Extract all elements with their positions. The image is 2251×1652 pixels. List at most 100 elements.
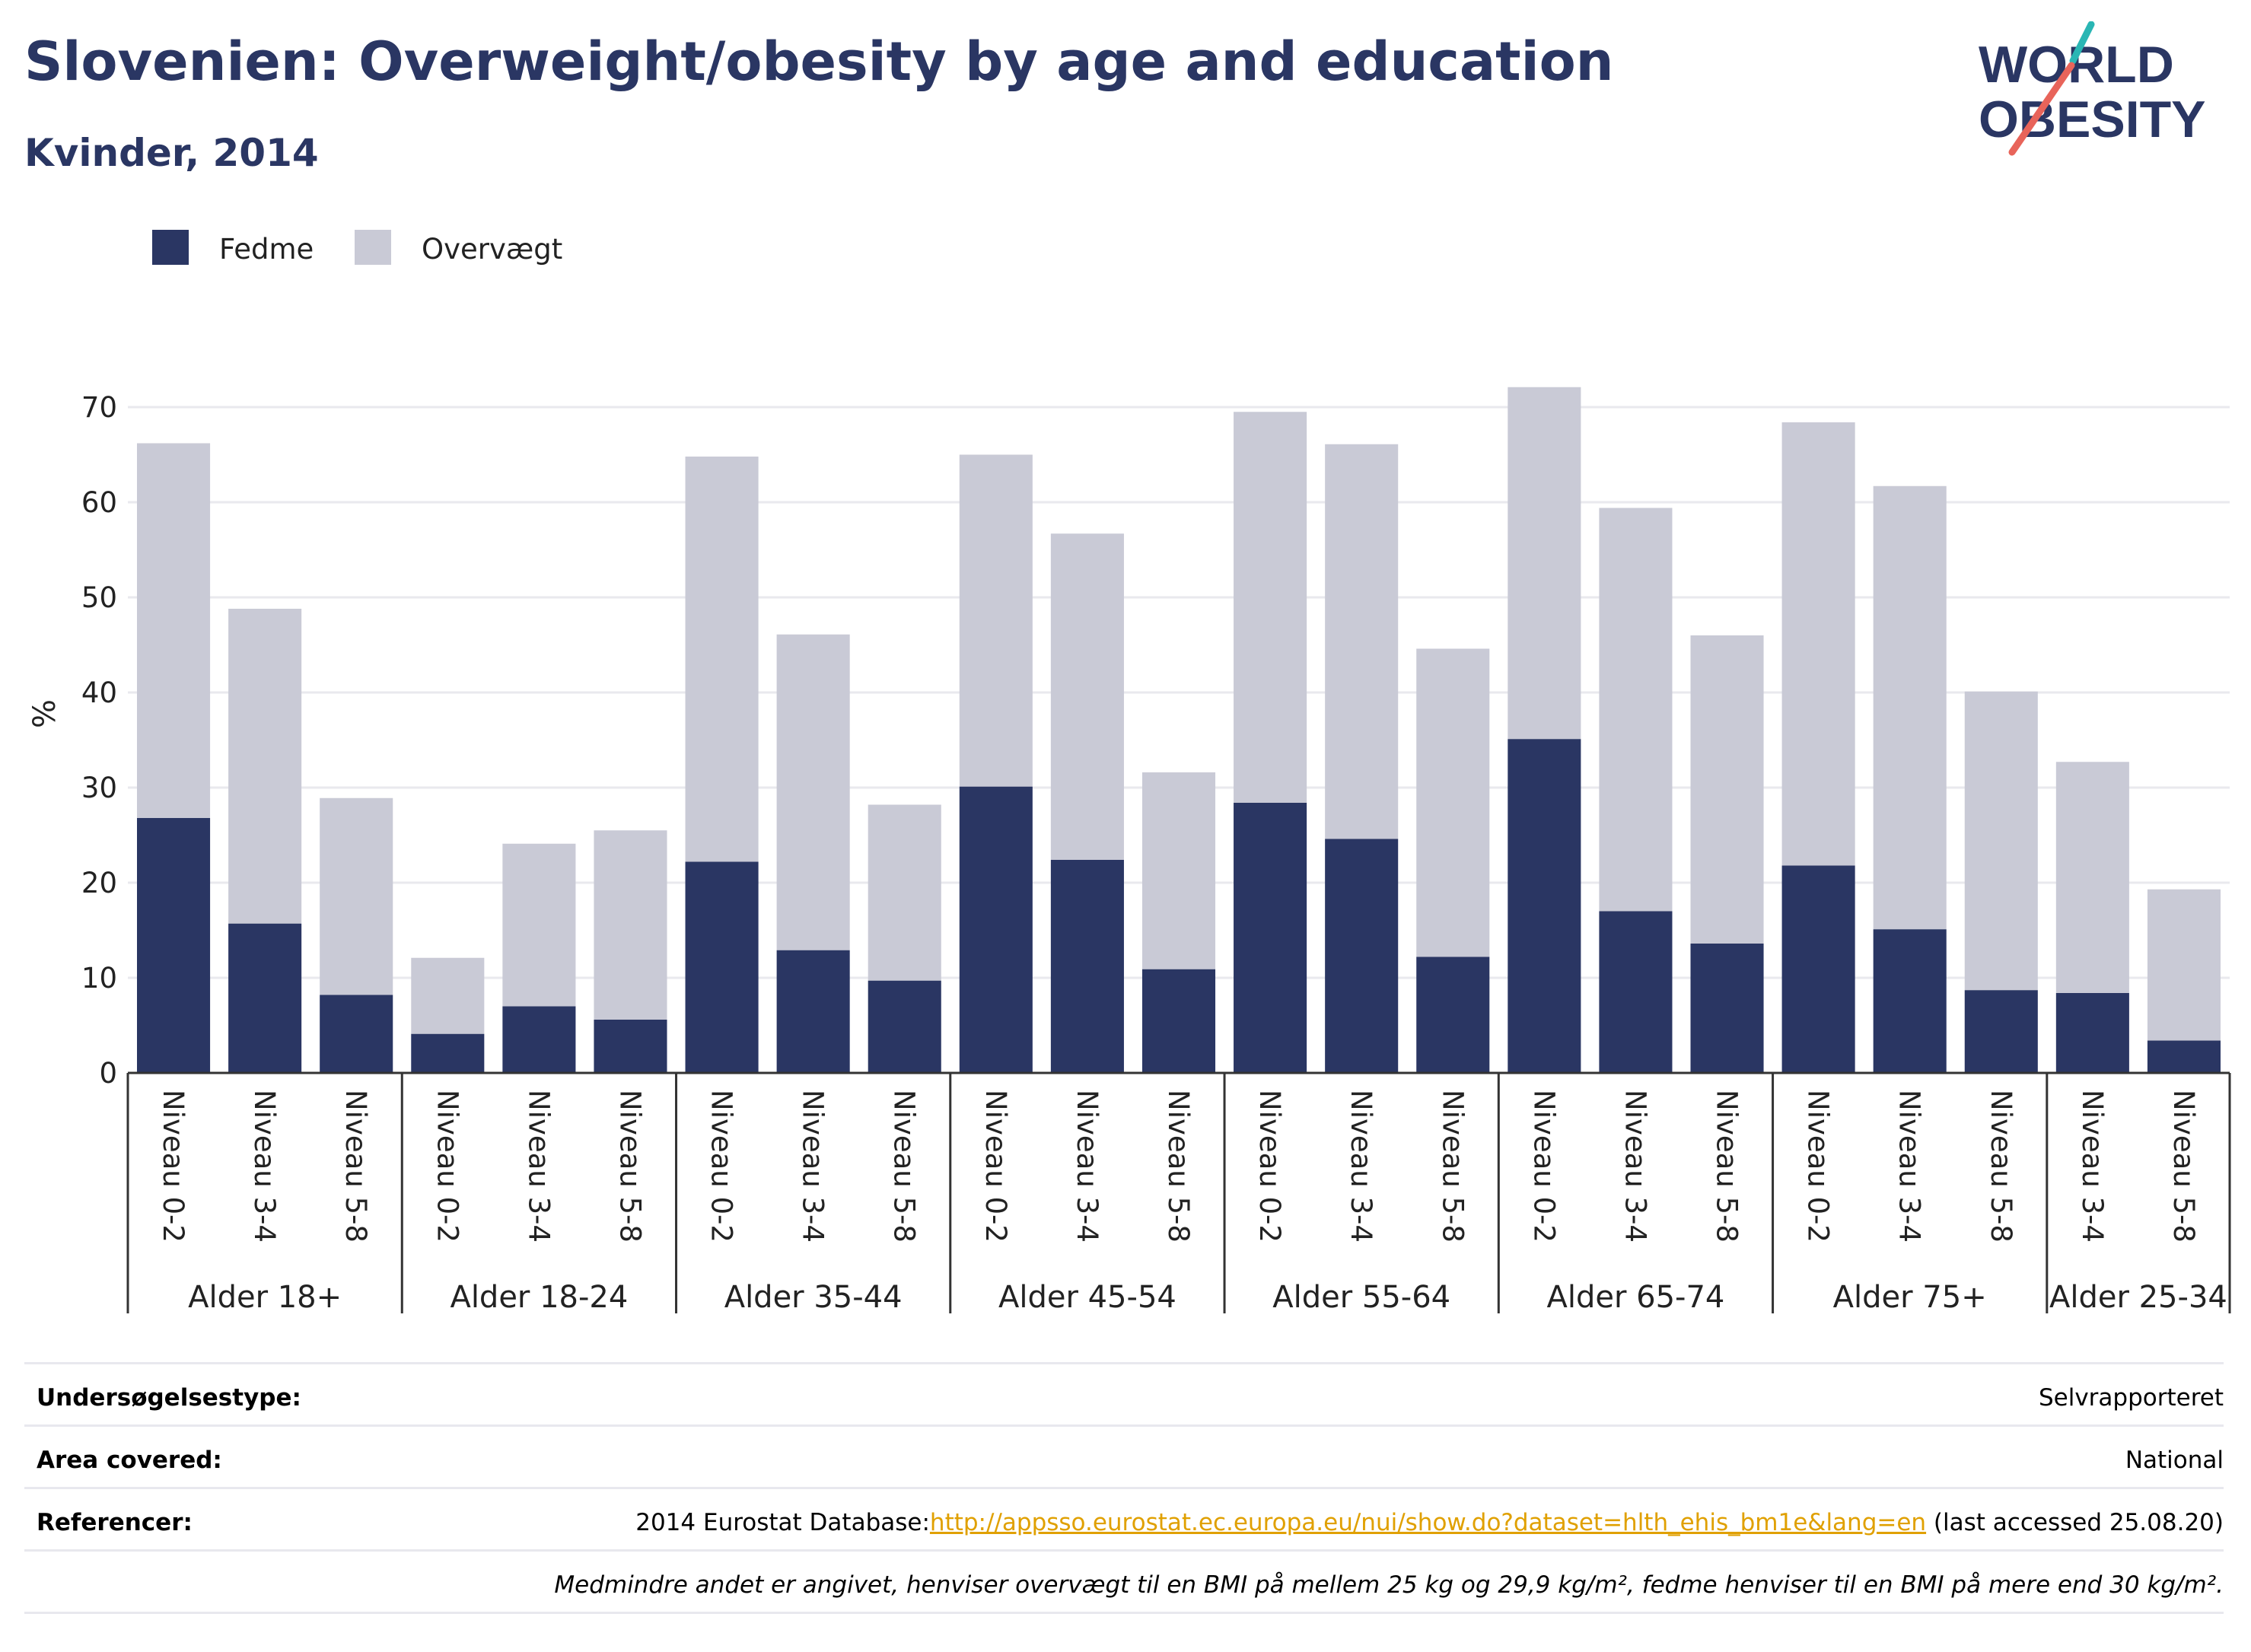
- x-tick-label: Niveau 3-4: [522, 1090, 555, 1243]
- logo-slash-red: [2008, 62, 2075, 156]
- group-label: Alder 55-64: [1272, 1280, 1450, 1315]
- bar-fedme: [1690, 944, 1764, 1073]
- bar-overvaegt: [1690, 635, 1764, 944]
- bar-fedme: [1416, 957, 1490, 1073]
- x-tick-label: Niveau 0-2: [1802, 1090, 1835, 1243]
- bar-overvaegt: [1873, 485, 1947, 930]
- x-tick-label: Niveau 3-4: [1071, 1090, 1103, 1243]
- reference-prefix: 2014 Eurostat Database:: [635, 1509, 930, 1536]
- bar-fedme: [685, 861, 759, 1073]
- bar-overvaegt: [2055, 762, 2129, 993]
- bar-fedme: [959, 786, 1033, 1073]
- bar-overvaegt: [959, 454, 1033, 787]
- bar-fedme: [502, 1006, 576, 1073]
- bar-overvaegt: [1781, 422, 1855, 866]
- x-tick-label: Niveau 3-4: [797, 1090, 829, 1243]
- bar-fedme: [1964, 990, 2038, 1073]
- x-tick-label: Niveau 0-2: [431, 1090, 463, 1243]
- group-label: Alder 65-74: [1546, 1280, 1724, 1315]
- bar-fedme: [1508, 739, 1581, 1073]
- y-axis-title: %: [27, 699, 62, 728]
- x-tick-label: Niveau 5-8: [1162, 1090, 1195, 1243]
- area-covered-value: National: [2125, 1447, 2224, 1474]
- bar-fedme: [1873, 929, 1947, 1073]
- bar-fedme: [1234, 803, 1307, 1073]
- logo-slash-teal: [2069, 21, 2095, 65]
- bar-overvaegt: [1141, 772, 1216, 969]
- area-covered-label: Area covered:: [37, 1447, 222, 1474]
- x-tick-label: Niveau 3-4: [1893, 1090, 1926, 1243]
- x-tick-label: Niveau 0-2: [157, 1090, 189, 1243]
- group-label: Alder 45-54: [998, 1280, 1176, 1315]
- stacked-bar-chart: Fedme Overvægt 0 10 20 30 40 50 60 70% Niveau 0-2 N…: [27, 230, 2231, 1315]
- x-tick-label: Niveau 0-2: [979, 1090, 1012, 1243]
- logo-line1: WORLD: [1979, 36, 2174, 94]
- bar-overvaegt: [1964, 691, 2038, 991]
- references-value: 2014 Eurostat Database:http://appsso.eur…: [635, 1509, 2224, 1536]
- x-tick-label: Niveau 0-2: [705, 1090, 738, 1243]
- x-tick-label: Niveau 5-8: [1436, 1090, 1469, 1243]
- bar-fedme: [1599, 911, 1673, 1073]
- bar-overvaegt: [776, 634, 850, 950]
- bar-overvaegt: [320, 797, 393, 995]
- references-label: Referencer:: [37, 1509, 193, 1536]
- info-row-area: Area covered: National: [24, 1424, 2224, 1489]
- group-label: Alder 35-44: [724, 1280, 903, 1315]
- reference-link[interactable]: http://appsso.eurostat.ec.europa.eu/nui/…: [929, 1509, 1927, 1536]
- bar-fedme: [137, 818, 211, 1073]
- x-tick-label: Niveau 0-2: [1253, 1090, 1286, 1243]
- bar-fedme: [411, 1033, 485, 1073]
- x-tick-label: Niveau 0-2: [1527, 1090, 1560, 1243]
- info-row-references: Referencer: 2014 Eurostat Database:http:…: [24, 1487, 2224, 1552]
- logo-line2: OBESITY: [1979, 91, 2206, 148]
- survey-type-label: Undersøgelsestype:: [37, 1384, 301, 1412]
- bar-fedme: [1141, 969, 1216, 1073]
- bar-overvaegt: [594, 830, 667, 1020]
- bar-overvaegt: [502, 843, 576, 1007]
- x-tick-label: Niveau 3-4: [1345, 1090, 1377, 1243]
- chart-title: Slovenien: Overweight/obesity by age and…: [24, 30, 1614, 93]
- x-tick-label: Niveau 5-8: [888, 1090, 921, 1243]
- bar-overvaegt: [1325, 444, 1399, 839]
- world-obesity-logo: WORLD OBESITY: [1979, 21, 2206, 156]
- x-tick-label: Niveau 5-8: [613, 1090, 646, 1243]
- info-row-survey: Undersøgelsestype: Selvrapporteret: [24, 1362, 2224, 1427]
- bar-overvaegt: [868, 804, 941, 981]
- info-bottom-rule: [24, 1612, 2224, 1614]
- bar-fedme: [2055, 993, 2129, 1073]
- bar-fedme: [868, 980, 941, 1073]
- x-tick-label: Niveau 5-8: [339, 1090, 372, 1243]
- bar-fedme: [228, 923, 302, 1073]
- legend-swatch-overvaegt: [355, 230, 391, 265]
- bar-fedme: [1325, 839, 1399, 1073]
- bar-fedme: [1050, 860, 1124, 1073]
- group-label: Alder 25-34: [2049, 1280, 2227, 1315]
- bar-overvaegt: [685, 457, 759, 862]
- survey-type-value: Selvrapporteret: [2038, 1384, 2224, 1412]
- bar-overvaegt: [1416, 648, 1490, 957]
- y-tick-label: 50: [81, 581, 117, 614]
- y-tick-label: 60: [81, 486, 117, 519]
- bar-fedme: [2147, 1040, 2221, 1073]
- y-tick-label: 40: [81, 676, 117, 709]
- x-tick-label: Niveau 3-4: [1619, 1090, 1651, 1243]
- bar-fedme: [320, 995, 393, 1073]
- bar-overvaegt: [137, 443, 211, 818]
- x-tick-label: Niveau 5-8: [1711, 1090, 1743, 1243]
- y-tick-label: 30: [81, 772, 117, 804]
- bar-overvaegt: [228, 609, 302, 924]
- legend-swatch-fedme: [152, 230, 189, 265]
- group-label: Alder 75+: [1833, 1280, 1987, 1315]
- y-tick-label: 70: [81, 391, 117, 424]
- x-tick-label: Niveau 3-4: [2076, 1090, 2109, 1243]
- group-label: Alder 18+: [188, 1280, 342, 1315]
- bar-overvaegt: [2147, 889, 2221, 1041]
- legend-label-fedme: Fedme: [219, 233, 314, 266]
- y-tick-label: 0: [99, 1057, 117, 1090]
- bar-overvaegt: [1599, 508, 1673, 912]
- chart-subtitle: Kvinder, 2014: [24, 131, 319, 175]
- bar-overvaegt: [1508, 387, 1581, 740]
- bar-overvaegt: [1050, 533, 1124, 860]
- reference-suffix: (last accessed 25.08.20): [1926, 1509, 2224, 1536]
- definition-note: Medmindre andet er angivet, henviser ove…: [554, 1571, 2224, 1599]
